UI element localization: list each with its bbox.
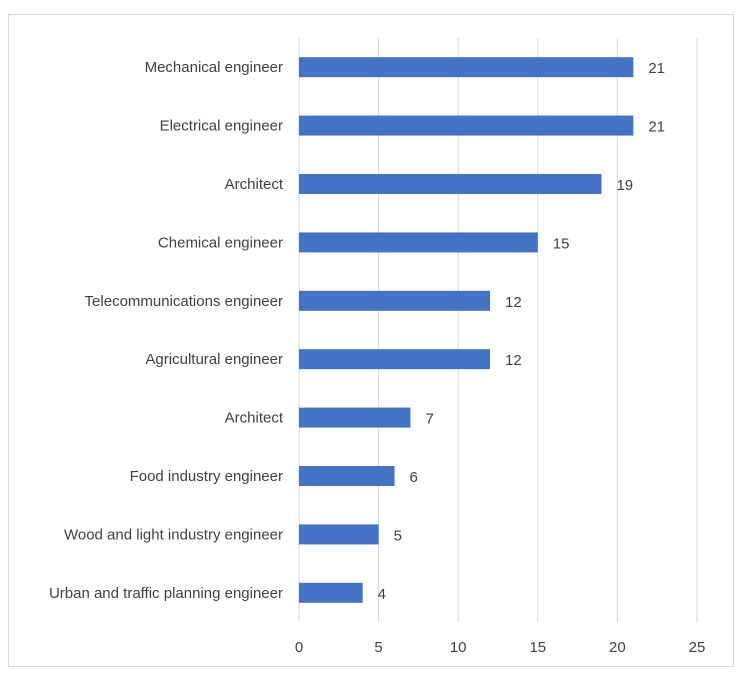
data-label: 6 <box>410 469 418 486</box>
category-label: Wood and light industry engineer <box>64 526 283 543</box>
bar <box>299 57 634 78</box>
category-label: Electrical engineer <box>160 118 283 135</box>
category-label: Urban and traffic planning engineer <box>49 585 283 602</box>
data-label: 4 <box>378 586 386 603</box>
category-label: Architect <box>225 410 284 427</box>
bar <box>299 290 491 311</box>
category-label: Chemical engineer <box>158 234 283 251</box>
bar <box>299 524 379 545</box>
x-tick-label: 5 <box>374 639 382 656</box>
bar <box>299 349 491 370</box>
data-label: 12 <box>505 294 522 311</box>
x-tick-label: 20 <box>609 639 626 656</box>
x-tick-label: 10 <box>450 639 467 656</box>
bar <box>299 115 634 136</box>
data-label: 19 <box>616 177 633 194</box>
bar <box>299 232 538 253</box>
category-label: Food industry engineer <box>130 468 283 485</box>
data-label: 7 <box>425 411 433 428</box>
data-label: 12 <box>505 352 522 369</box>
category-label: Agricultural engineer <box>145 351 283 368</box>
x-tick-label: 25 <box>689 639 706 656</box>
x-tick-label: 0 <box>295 639 303 656</box>
bar <box>299 466 395 486</box>
data-label: 21 <box>648 60 665 77</box>
bar <box>299 174 602 194</box>
category-label: Mechanical engineer <box>145 59 283 76</box>
chart-frame <box>8 14 734 667</box>
category-label: Telecommunications engineer <box>85 293 283 310</box>
bar <box>299 407 411 428</box>
data-label: 21 <box>648 119 665 136</box>
data-label: 15 <box>553 235 570 252</box>
bar <box>299 582 363 603</box>
category-label: Architect <box>225 176 284 193</box>
x-tick-label: 15 <box>529 639 546 656</box>
data-label: 5 <box>394 527 402 544</box>
